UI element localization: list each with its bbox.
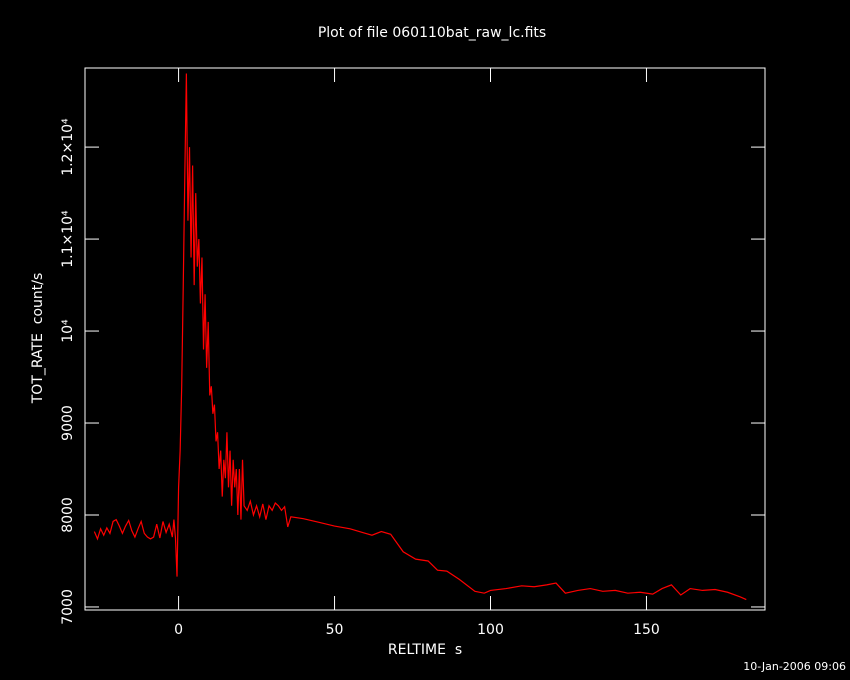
- x-tick-label: 150: [633, 622, 660, 638]
- x-tick-label: 50: [326, 622, 344, 638]
- x-axis-label: RELTIME s: [388, 642, 462, 658]
- y-tick-label: 7000: [60, 589, 76, 625]
- x-tick-label: 100: [477, 622, 504, 638]
- timestamp: 10-Jan-2006 09:06: [743, 660, 846, 673]
- y-tick-label: 1.1×10⁴: [60, 210, 76, 268]
- y-axis-label: TOT_RATE count/s: [30, 273, 46, 405]
- x-tick-label: 0: [174, 622, 183, 638]
- plot-frame: [84, 67, 766, 611]
- light-curve: [93, 73, 747, 601]
- y-tick-label: 1.2×10⁴: [60, 118, 76, 176]
- y-tick-label: 10⁴: [60, 319, 76, 343]
- y-tick-label: 9000: [60, 405, 76, 441]
- chart-title: Plot of file 060110bat_raw_lc.fits: [318, 25, 546, 41]
- y-tick-label: 8000: [60, 497, 76, 533]
